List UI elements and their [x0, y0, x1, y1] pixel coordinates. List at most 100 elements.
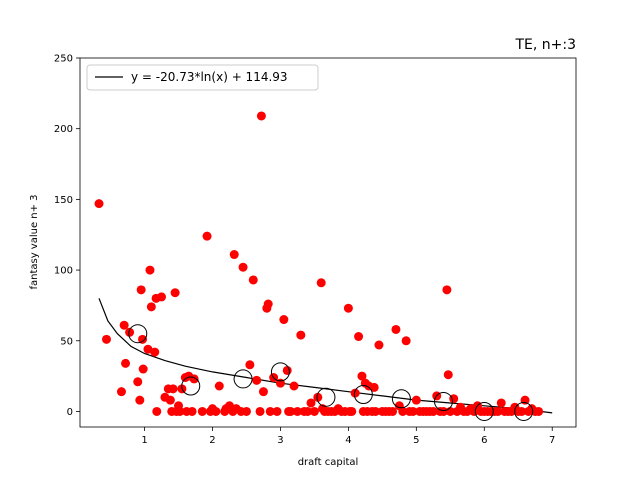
scatter-point: [316, 278, 326, 288]
scatter-point: [214, 381, 224, 391]
scatter-point: [146, 302, 156, 312]
scatter-point: [347, 406, 357, 416]
scatter-point: [279, 315, 289, 325]
y-tick-label: 250: [54, 54, 73, 65]
scatter-point: [211, 406, 221, 416]
scatter-point: [94, 199, 104, 209]
scatter-point: [371, 406, 381, 416]
scatter-point: [119, 320, 129, 330]
scatter-point: [165, 395, 175, 405]
scatter-point: [238, 262, 248, 272]
x-tick-label: 4: [345, 435, 351, 446]
bin-average-circle: [316, 387, 336, 407]
y-axis: 0 50 100 150 200 250: [54, 54, 80, 418]
scatter-point: [170, 288, 180, 298]
scatter-points-layer: [94, 111, 544, 416]
scatter-point: [175, 406, 185, 416]
scatter-point: [292, 406, 302, 416]
scatter-point: [282, 365, 292, 375]
scatter-point: [428, 406, 438, 416]
scatter-point: [197, 406, 207, 416]
scatter-point: [143, 344, 153, 354]
scatter-point: [252, 375, 262, 385]
scatter-point: [391, 324, 401, 334]
scatter-point: [517, 406, 527, 416]
scatter-point: [309, 406, 319, 416]
scatter-point: [258, 387, 268, 397]
scatter-point: [496, 398, 506, 408]
y-tick-label: 0: [67, 407, 73, 418]
x-tick-label: 5: [413, 435, 419, 446]
scatter-point: [229, 250, 239, 260]
scatter-point: [411, 395, 421, 405]
legend: y = -20.73*ln(x) + 114.93: [86, 64, 319, 91]
fit-line: [98, 298, 553, 414]
scatter-point: [101, 334, 111, 344]
scatter-point: [296, 330, 306, 340]
scatter-point: [265, 406, 275, 416]
scatter-point: [369, 382, 379, 392]
x-tick-label: 6: [481, 435, 487, 446]
bin-average-circle: [391, 389, 411, 409]
scatter-point: [150, 347, 160, 357]
scatter-point: [187, 406, 197, 416]
scatter-point: [313, 392, 323, 402]
scatter-point: [133, 377, 143, 387]
bin-average-circle: [181, 376, 201, 396]
bin-circles-layer: [128, 324, 534, 421]
scatter-point: [306, 398, 316, 408]
fit-line-layer: [98, 298, 553, 414]
scatter-point: [145, 265, 155, 275]
bin-average-circle: [434, 392, 454, 412]
x-tick-label: 1: [141, 435, 147, 446]
bin-average-circle: [128, 324, 148, 344]
scatter-point: [125, 327, 135, 337]
scatter-point: [136, 285, 146, 295]
bin-average-circle: [353, 384, 373, 404]
bin-average-circle: [270, 362, 290, 382]
scatter-point: [152, 406, 162, 416]
scatter-point: [272, 406, 282, 416]
y-tick-label: 150: [54, 195, 73, 206]
scatter-point: [289, 381, 299, 391]
scatter-point: [443, 370, 453, 380]
x-tick-label: 2: [209, 435, 215, 446]
scatter-point: [354, 332, 364, 342]
scatter-point: [343, 303, 353, 313]
scatter-point: [189, 374, 199, 384]
scatter-point: [350, 388, 360, 398]
scatter-point: [374, 340, 384, 350]
scatter-point: [263, 299, 273, 309]
scatter-point: [534, 406, 544, 416]
x-tick-label: 3: [277, 435, 283, 446]
y-tick-label: 100: [54, 266, 73, 277]
plot-frame: [79, 57, 577, 428]
y-tick-label: 200: [54, 124, 73, 135]
scatter-point: [286, 406, 296, 416]
scatter-point: [138, 364, 148, 374]
scatter-point: [357, 371, 367, 381]
legend-label: y = -20.73*ln(x) + 114.93: [131, 70, 288, 84]
scatter-point: [135, 395, 145, 405]
x-axis: 1 2 3 4 5 6 7: [141, 427, 555, 446]
scatter-point: [401, 336, 411, 346]
bin-average-circle: [233, 369, 253, 389]
scatter-point: [202, 231, 212, 241]
scatter-point: [442, 285, 452, 295]
scatter-point: [256, 111, 266, 121]
y-tick-label: 50: [60, 336, 73, 347]
x-tick-label: 7: [549, 435, 555, 446]
scatter-point: [245, 360, 255, 370]
scatter-point: [408, 406, 418, 416]
scatter-point: [398, 406, 408, 416]
scatter-point: [255, 406, 265, 416]
scatter-point: [241, 406, 251, 416]
scatter-point: [121, 358, 131, 368]
scatter-point: [439, 406, 449, 416]
scatter-point: [138, 334, 148, 344]
scatter-point: [248, 275, 258, 285]
scatter-point: [168, 384, 178, 394]
chart-title: TE, n+:3: [514, 37, 576, 53]
bin-average-circle: [474, 401, 494, 421]
scatter-point: [116, 387, 126, 397]
